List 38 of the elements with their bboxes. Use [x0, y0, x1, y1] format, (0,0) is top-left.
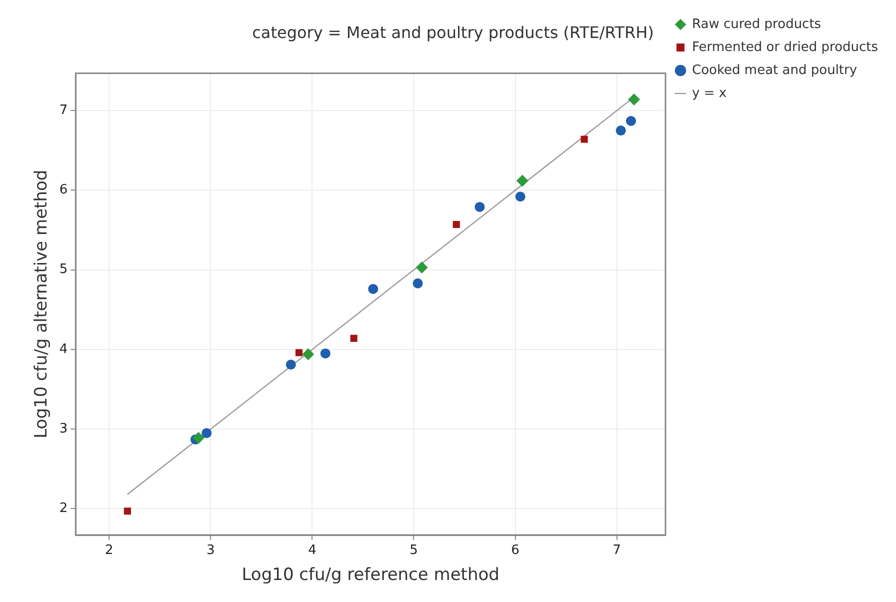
point: [416, 261, 428, 274]
point: [628, 93, 640, 106]
point: [368, 284, 378, 294]
point: [515, 192, 526, 202]
point: [516, 174, 528, 187]
point: [474, 202, 485, 212]
point: [320, 348, 330, 358]
x-tick-label: 5: [410, 543, 418, 558]
legend-label: Cooked meat and poultry: [692, 62, 858, 78]
legend-label: Raw cured products: [692, 16, 822, 32]
point: [202, 428, 212, 438]
point: [350, 334, 358, 342]
point: [580, 136, 588, 143]
x-tick-label: 6: [511, 543, 520, 558]
x-tick-label: 7: [612, 543, 621, 558]
y-tick-label: 7: [59, 102, 68, 118]
point: [616, 126, 626, 136]
y-axis-title: Log10 cfu/g alternative method: [32, 170, 52, 438]
x-axis-title: Log10 cfu/g reference method: [242, 565, 500, 586]
point: [286, 360, 296, 370]
x-tick-label: 3: [206, 543, 215, 558]
chart-title: category = Meat and poultry products (RTE/RTRH): [252, 22, 654, 42]
y-tick-label: 3: [59, 421, 68, 436]
y-tick-label: 4: [59, 342, 68, 357]
point: [626, 116, 636, 126]
legend-label: Fermented or dried products: [692, 40, 878, 55]
legend-label: y = x: [692, 86, 727, 101]
point: [452, 220, 460, 228]
point: [302, 348, 314, 360]
y-tick-label: 6: [59, 182, 68, 198]
point: [412, 278, 423, 288]
point: [295, 349, 303, 356]
y-tick-label: 5: [59, 262, 68, 278]
y-tick-label: 2: [59, 501, 68, 516]
x-tick-label: 4: [308, 543, 316, 558]
x-tick-label: 2: [105, 543, 114, 558]
point: [192, 432, 205, 444]
point: [124, 508, 131, 515]
